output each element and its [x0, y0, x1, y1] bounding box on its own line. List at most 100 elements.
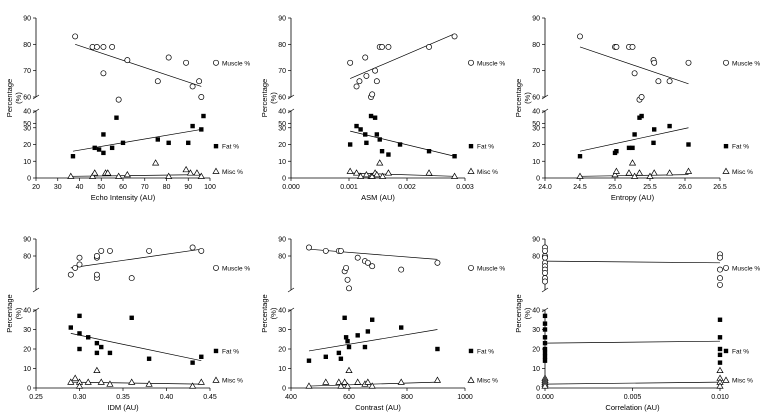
series-misc [67, 366, 205, 389]
point-fat [630, 145, 635, 151]
legend-marker-muscle [213, 264, 219, 271]
legend-marker-muscle [468, 264, 474, 271]
point-muscle [93, 44, 100, 50]
point-muscle [613, 44, 620, 50]
x-tick-label: 0.005 [624, 394, 642, 401]
x-tick-label: 40 [76, 184, 84, 191]
legend-marker-fat [468, 143, 474, 149]
y-tick-label: 80 [278, 42, 286, 49]
y-tick-label: 20 [532, 347, 540, 354]
x-tick-label: 0.010 [711, 394, 729, 401]
point-fat [129, 315, 134, 320]
point-muscle [577, 33, 583, 40]
point-muscle [434, 259, 441, 266]
series-muscle [306, 244, 441, 292]
point-fat [109, 145, 115, 151]
chart-panel-3: 24.0 24.5 25.0 25.5 26.0 26.5 0 10 20 30 40 50 60 70 8… [514, 16, 760, 203]
legend-label: Fat % [222, 144, 239, 151]
point-muscle [717, 266, 723, 273]
y-axis-label: Percentage(%) [514, 79, 532, 117]
y-tick-label: 10 [278, 159, 286, 166]
point-misc [433, 376, 442, 383]
point-fat [397, 142, 403, 147]
point-fat [542, 358, 548, 363]
x-tick-label: 0.000 [536, 394, 554, 401]
point-fat [166, 140, 171, 146]
x-tick-label: 26.0 [678, 184, 692, 191]
point-muscle [128, 275, 135, 282]
y-tick-label: 20 [23, 347, 31, 354]
point-misc [576, 172, 584, 179]
point-muscle [651, 59, 658, 66]
point-misc [716, 366, 724, 373]
point-fat [365, 329, 371, 334]
y-tick-label: 40 [532, 109, 540, 116]
x-tick-label: 25.0 [608, 184, 622, 191]
point-fat [101, 132, 106, 137]
point-misc [104, 169, 112, 176]
point-fat [542, 350, 548, 356]
point-misc [341, 378, 349, 385]
legend-marker-misc [467, 376, 475, 383]
point-muscle [124, 57, 131, 64]
trend-line [350, 130, 455, 157]
point-muscle [398, 266, 405, 273]
point-fat [338, 356, 344, 361]
series-misc [576, 159, 693, 179]
series-fat [347, 113, 457, 159]
point-muscle [198, 94, 205, 100]
legend-label: Fat % [732, 144, 749, 151]
series-fat [306, 315, 440, 363]
point-misc [197, 172, 205, 179]
point-muscle [306, 244, 312, 251]
y-tick-label: 10 [23, 366, 31, 373]
point-muscle [343, 264, 350, 271]
point-fat [542, 354, 548, 359]
point-fat [426, 149, 432, 154]
point-misc [337, 382, 345, 389]
point-muscle [67, 271, 74, 278]
x-tick-label: 0.40 [160, 394, 174, 401]
point-muscle [347, 59, 354, 66]
legend-marker-muscle [468, 59, 474, 66]
trend-line [70, 381, 202, 385]
trend-line [70, 248, 202, 269]
point-misc [397, 378, 405, 385]
y-tick-label: 0 [27, 176, 31, 183]
point-fat [639, 113, 644, 119]
point-misc [364, 378, 372, 385]
point-muscle [717, 275, 723, 282]
point-misc [373, 170, 381, 178]
y-tick-label: 80 [23, 254, 31, 261]
point-misc [88, 172, 97, 179]
point-muscle [364, 259, 371, 266]
point-muscle [372, 67, 379, 74]
point-fat [101, 150, 106, 156]
point-muscle [154, 78, 161, 85]
y-tick-label: 10 [532, 366, 540, 373]
point-muscle [115, 96, 122, 103]
point-muscle [322, 247, 329, 254]
trend-line [308, 248, 438, 260]
x-axis-label: Entropy (AU) [611, 193, 655, 202]
y-tick-label: 70 [23, 68, 31, 75]
point-muscle [93, 271, 100, 278]
x-axis-label: IDM (AU) [107, 403, 139, 412]
point-fat [632, 132, 637, 137]
point-fat [717, 317, 723, 322]
point-misc [625, 169, 633, 176]
point-muscle [196, 78, 203, 85]
point-misc [193, 169, 201, 176]
point-muscle [106, 247, 113, 254]
y-tick-label: 10 [532, 159, 540, 166]
y-tick-label: 90 [278, 16, 286, 23]
point-misc [145, 380, 153, 387]
point-fat [323, 354, 328, 359]
y-tick-label: 30 [23, 125, 31, 132]
point-muscle [354, 254, 361, 261]
legend-label: Misc % [222, 169, 243, 176]
y-axis-label: Percentage(%) [514, 294, 532, 332]
point-misc [684, 167, 693, 174]
trend-line [70, 333, 202, 362]
y-tick-label: 80 [23, 42, 31, 49]
